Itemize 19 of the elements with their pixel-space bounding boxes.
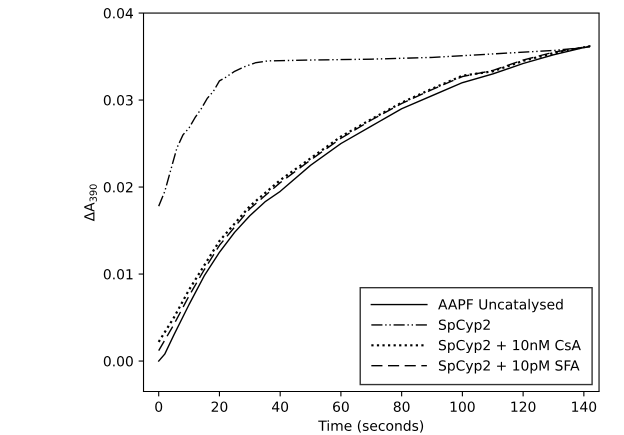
x-tick-label: 120 [511, 401, 536, 412]
y-tick-label: 0.02 [104, 182, 132, 193]
x-tick-label: 20 [212, 401, 228, 412]
y-tick-label: 0.01 [104, 269, 133, 280]
x-tick-label: 60 [333, 401, 349, 412]
y-tick-label: 0.00 [104, 356, 133, 367]
legend-label: SpCyp2 + 10pM SFA [438, 360, 580, 374]
legend-label: AAPF Uncatalysed [438, 298, 563, 312]
x-tick-label: 80 [394, 401, 410, 412]
x-tick-label: 0 [155, 401, 162, 412]
x-tick-label: 40 [272, 401, 288, 412]
x-tick-label: 140 [572, 401, 596, 412]
legend-label: SpCyp2 + 10nM CsA [438, 340, 581, 354]
legend-label: SpCyp2 [438, 319, 490, 333]
x-tick-label: 100 [450, 401, 475, 412]
x-axis-title: Time (seconds) [318, 420, 424, 433]
y-axis-title: ΔA$_{390}$ [84, 184, 97, 222]
y-tick-label: 0.04 [104, 8, 134, 19]
y-tick-label: 0.03 [104, 95, 133, 106]
